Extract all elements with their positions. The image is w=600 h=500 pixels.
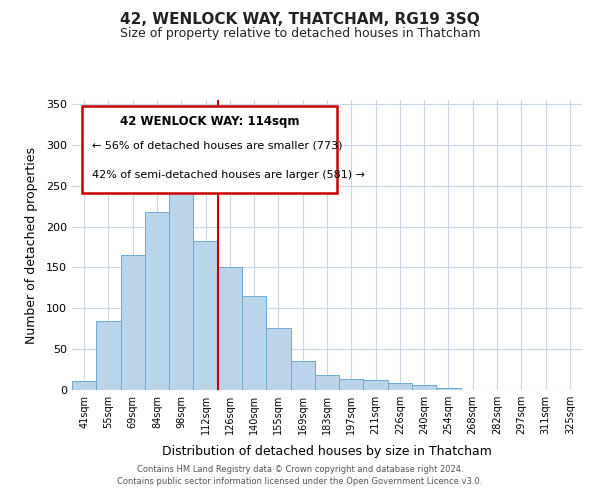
Bar xyxy=(266,328,290,390)
Bar xyxy=(218,268,242,390)
Text: 42 WENLOCK WAY: 114sqm: 42 WENLOCK WAY: 114sqm xyxy=(120,114,299,128)
Bar xyxy=(339,378,364,390)
Bar xyxy=(290,362,315,390)
Bar xyxy=(315,376,339,390)
Bar xyxy=(72,381,96,390)
Text: ← 56% of detached houses are smaller (773): ← 56% of detached houses are smaller (77… xyxy=(92,140,343,150)
Bar xyxy=(412,385,436,390)
Bar xyxy=(193,240,218,390)
Bar xyxy=(364,380,388,390)
Y-axis label: Number of detached properties: Number of detached properties xyxy=(25,146,38,344)
Text: Contains public sector information licensed under the Open Government Licence v3: Contains public sector information licen… xyxy=(118,477,482,486)
Text: Size of property relative to detached houses in Thatcham: Size of property relative to detached ho… xyxy=(119,28,481,40)
Text: Contains HM Land Registry data © Crown copyright and database right 2024.: Contains HM Land Registry data © Crown c… xyxy=(137,465,463,474)
Bar xyxy=(121,255,145,390)
Bar xyxy=(436,388,461,390)
Bar xyxy=(242,296,266,390)
Text: 42% of semi-detached houses are larger (581) →: 42% of semi-detached houses are larger (… xyxy=(92,170,365,179)
Text: 42, WENLOCK WAY, THATCHAM, RG19 3SQ: 42, WENLOCK WAY, THATCHAM, RG19 3SQ xyxy=(120,12,480,28)
Bar xyxy=(388,382,412,390)
Bar xyxy=(145,212,169,390)
X-axis label: Distribution of detached houses by size in Thatcham: Distribution of detached houses by size … xyxy=(162,446,492,458)
Bar xyxy=(96,320,121,390)
Bar xyxy=(169,156,193,390)
FancyBboxPatch shape xyxy=(82,106,337,193)
